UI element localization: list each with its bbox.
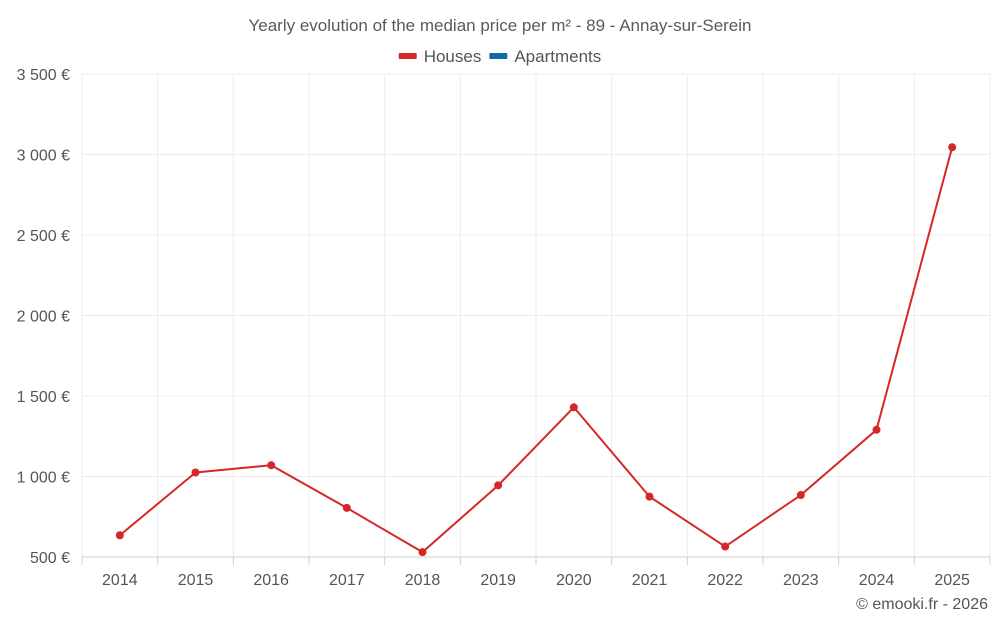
data-point[interactable]	[267, 461, 276, 470]
x-tick-label: 2019	[480, 572, 516, 589]
data-point[interactable]	[494, 481, 503, 490]
legend-swatch	[489, 53, 508, 59]
y-tick-label: 2 000 €	[17, 309, 70, 326]
x-tick-label: 2017	[329, 572, 365, 589]
x-tick-label: 2022	[707, 572, 743, 589]
legend-swatch	[398, 53, 417, 59]
legend: Houses Apartments	[398, 47, 601, 66]
series-layer	[115, 143, 957, 557]
x-tick-label: 2014	[102, 572, 138, 589]
series-line-houses	[119, 146, 954, 554]
y-tick-label: 3 000 €	[17, 148, 70, 165]
x-tick-label: 2024	[859, 572, 895, 589]
y-tick-label: 1 000 €	[17, 470, 70, 487]
x-tick-label: 2015	[178, 572, 214, 589]
x-axis: 2014 2015 2016 2017 2018 2019 2020 2021 2022 2023…	[81, 556, 991, 589]
data-point[interactable]	[418, 548, 427, 557]
x-tick-label: 2025	[934, 572, 970, 589]
x-tick-label: 2016	[253, 572, 289, 589]
chart-title: Yearly evolution of the median price per…	[248, 16, 751, 35]
data-point[interactable]	[948, 143, 957, 152]
data-point[interactable]	[721, 542, 730, 551]
legend-item-houses[interactable]: Houses	[398, 47, 482, 66]
data-point[interactable]	[115, 531, 124, 540]
data-point[interactable]	[872, 425, 881, 434]
x-tick-label: 2020	[556, 572, 592, 589]
x-tick-label: 2018	[405, 572, 441, 589]
legend-label: Houses	[424, 47, 482, 66]
data-point[interactable]	[342, 503, 351, 512]
y-axis: 500 € 1 000 € 1 500 € 2 000 € 2 500 € 3 000 €…	[17, 67, 70, 567]
data-point[interactable]	[796, 491, 805, 500]
y-tick-label: 1 500 €	[17, 389, 70, 406]
y-tick-label: 2 500 €	[17, 228, 70, 245]
credit-text: © emooki.fr - 2026	[856, 596, 988, 613]
grid	[81, 73, 991, 558]
data-point[interactable]	[645, 492, 654, 501]
x-tick-label: 2021	[632, 572, 668, 589]
legend-item-apartments[interactable]: Apartments	[489, 47, 601, 66]
data-point[interactable]	[569, 403, 578, 412]
y-tick-label: 500 €	[30, 550, 70, 567]
legend-label: Apartments	[514, 47, 601, 66]
data-point[interactable]	[191, 468, 200, 477]
x-tick-label: 2023	[783, 572, 819, 589]
y-tick-label: 3 500 €	[17, 67, 70, 84]
